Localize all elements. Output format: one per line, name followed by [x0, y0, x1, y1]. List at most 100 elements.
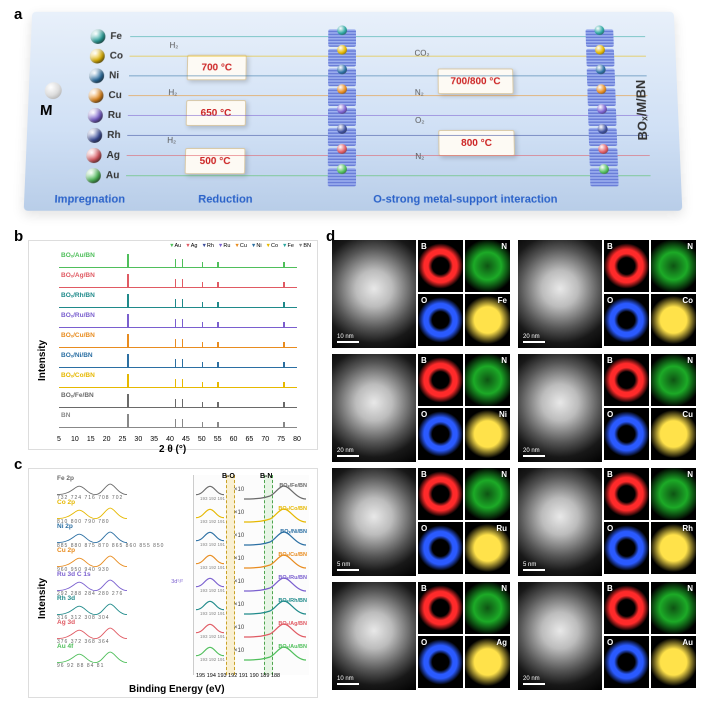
- gas-n2-2: N₂: [415, 152, 424, 161]
- haadf-image: 5 nm: [332, 468, 416, 576]
- flow-line: [130, 56, 309, 57]
- xrd-peak: [202, 402, 203, 407]
- xrd-peak: [175, 259, 176, 267]
- xrd-peak: [127, 274, 128, 287]
- eds-map-au: Au: [651, 636, 696, 688]
- xrd-xtick: 65: [245, 436, 253, 443]
- haadf-image: 20 nm: [518, 354, 602, 462]
- xps-spectrum-curve: [57, 506, 127, 520]
- eds-map-n: N: [651, 582, 696, 634]
- osmsi-box-0: 700/800 °C: [438, 68, 514, 94]
- xrd-xlabel: 2 θ (°): [159, 444, 186, 455]
- xps-inset-curve: [196, 621, 224, 635]
- xrd-peak: [283, 282, 284, 287]
- gas-h2-2: H₂: [168, 88, 177, 97]
- eds-cell-cu: 20 nm B N O Cu: [518, 354, 696, 462]
- metal-row-co: Co: [90, 49, 124, 64]
- eds-map-o: O: [418, 522, 463, 574]
- metal-name: Cu: [108, 90, 122, 101]
- substrate-icon: [590, 168, 619, 186]
- element-label: N: [501, 470, 507, 479]
- metal-name: Ni: [109, 70, 119, 81]
- eds-map-o: O: [418, 636, 463, 688]
- m-precursor-ball: [44, 82, 62, 99]
- xps-right-row: 193 192 191 ×10 BOₓ/Ni/BN: [194, 529, 309, 552]
- xrd-peak: [283, 362, 284, 367]
- metal-row-ag: Ag: [86, 148, 120, 163]
- scale-bar-icon: [337, 455, 359, 457]
- metal-ball-icon: [86, 148, 102, 163]
- xps-sample-label: BOₓ/Ag/BN: [278, 621, 307, 627]
- xrd-legend-item: ▼Fe: [282, 243, 294, 249]
- eds-map-n: N: [651, 354, 696, 406]
- eds-map-n: N: [465, 240, 510, 292]
- m-label: M: [40, 102, 53, 119]
- metal-row-au: Au: [85, 168, 119, 183]
- panel-c-xps: Intensity Fe 2p 732 724 716 708 702 Co 2…: [28, 468, 318, 698]
- metal-row-ni: Ni: [89, 68, 119, 83]
- xrd-legend-item: ▼Au: [169, 243, 181, 249]
- xrd-peak: [127, 254, 128, 267]
- xps-orbital-label: Ru 3d C 1s: [57, 571, 91, 578]
- xps-spectrum-curve: [57, 554, 127, 568]
- gas-h2-3: H₂: [167, 136, 176, 145]
- element-label: Rh: [682, 524, 693, 533]
- eds-cell-ru: 5 nm B N O Ru: [332, 468, 510, 576]
- xrd-peak: [217, 362, 218, 367]
- element-label: O: [421, 524, 427, 533]
- xps-sample-label: BOₓ/Ru/BN: [278, 575, 307, 581]
- scale-bar-text: 20 nm: [337, 448, 354, 454]
- eds-map-rh: Rh: [651, 522, 696, 574]
- gas-h2-1: H₂: [169, 41, 178, 50]
- metal-ball-icon: [90, 49, 105, 64]
- element-label: O: [607, 410, 613, 419]
- element-label: N: [687, 584, 693, 593]
- element-label: N: [501, 356, 507, 365]
- xrd-trace-label: BN: [61, 412, 70, 419]
- xrd-peak: [217, 342, 218, 347]
- xrd-peak: [127, 394, 128, 407]
- xps-inset-curve: [196, 552, 224, 566]
- panel-d-eds-maps: 10 nm B N O Fe 20 nm B N: [332, 240, 700, 698]
- xps-spectrum-curve: [57, 650, 127, 664]
- eds-cell-fe: 10 nm B N O Fe: [332, 240, 510, 348]
- element-label: Au: [682, 638, 693, 647]
- gas-n2-1: N₂: [415, 88, 424, 97]
- xps-right-row: 193 192 191 ×10 BOₓ/Ag/BN: [194, 621, 309, 644]
- xrd-peak: [217, 282, 218, 287]
- metal-row-fe: Fe: [90, 29, 122, 44]
- nanoparticle-icon: [598, 144, 608, 154]
- xps-inset-ticks: 193 192 191: [200, 519, 225, 524]
- eds-map-b: B: [418, 240, 463, 292]
- xrd-baseline: [59, 407, 297, 408]
- xps-mult-label: ×10: [234, 533, 244, 539]
- flow-line: [126, 175, 308, 176]
- haadf-image: 20 nm: [518, 582, 602, 690]
- flow-line: [368, 75, 587, 76]
- xps-ylabel: Intensity: [37, 578, 48, 619]
- nanoparticle-icon: [594, 25, 604, 35]
- scale-bar-text: 20 nm: [523, 448, 540, 454]
- flow-line: [127, 155, 308, 156]
- eds-cell-rh: 5 nm B N O Rh: [518, 468, 696, 576]
- element-label: O: [421, 638, 427, 647]
- xrd-legend-item: ▼Cu: [234, 243, 246, 249]
- panel-label-b: b: [14, 228, 23, 245]
- xps-orbital-label: Fe 2p: [57, 475, 74, 482]
- scale-bar-text: 5 nm: [523, 562, 536, 568]
- metal-ball-icon: [88, 88, 103, 103]
- xps-left-row: Ru 3d C 1s 292 288 284 280 276 3d⁵/²: [57, 571, 187, 594]
- haadf-image: 20 nm: [332, 354, 416, 462]
- xps-inset-curve: [196, 529, 224, 543]
- element-label: B: [421, 584, 427, 593]
- metal-ball-icon: [87, 128, 103, 143]
- scale-bar-icon: [337, 683, 359, 685]
- metal-ball-icon: [85, 168, 101, 183]
- eds-map-b: B: [604, 240, 649, 292]
- eds-map-n: N: [465, 582, 510, 634]
- element-label: N: [687, 356, 693, 365]
- reduction-box-1: 650 °C: [186, 100, 246, 126]
- eds-cell-ag: 10 nm B N O Ag: [332, 582, 510, 690]
- xps-sample-label: BOₓ/Au/BN: [278, 644, 307, 650]
- xrd-peak: [175, 279, 176, 287]
